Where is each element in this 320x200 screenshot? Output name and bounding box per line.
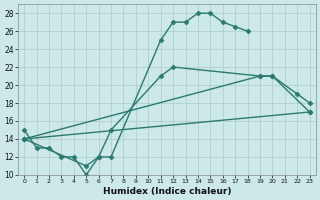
X-axis label: Humidex (Indice chaleur): Humidex (Indice chaleur)	[103, 187, 231, 196]
